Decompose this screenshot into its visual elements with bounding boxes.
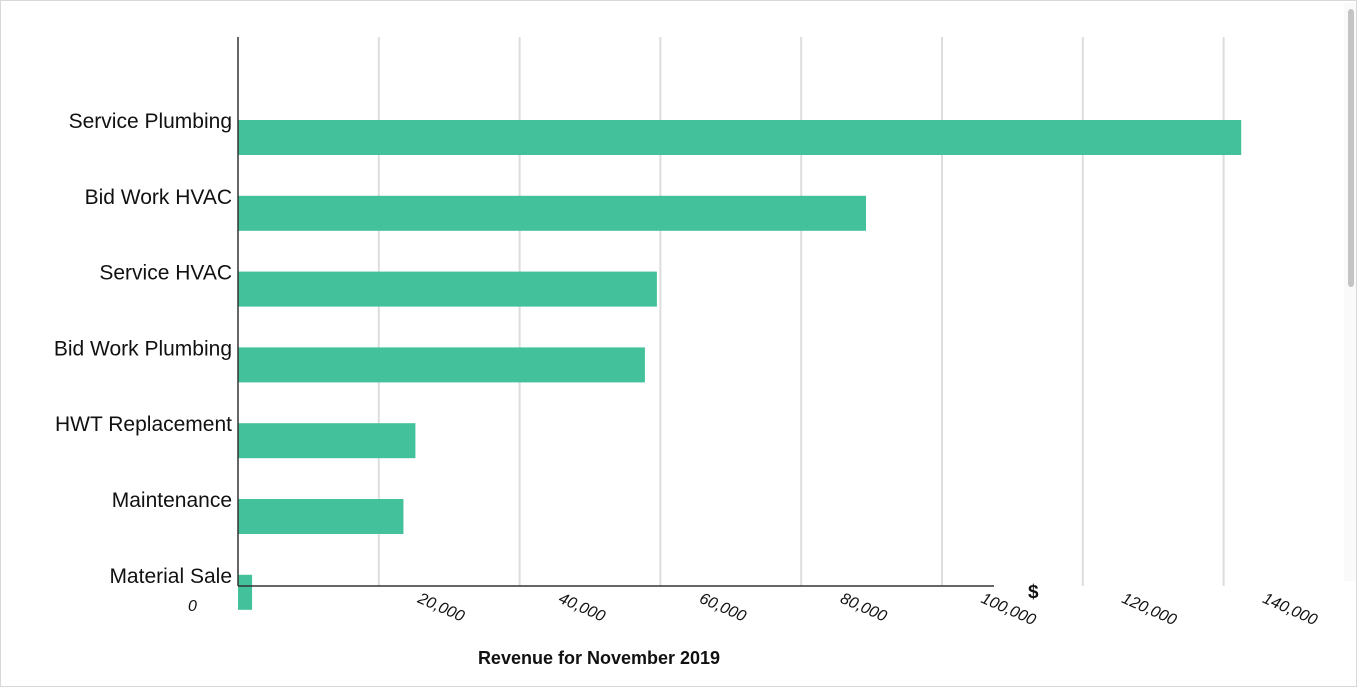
category-label: Bid Work HVAC — [85, 186, 232, 209]
category-label: Bid Work Plumbing — [54, 337, 232, 360]
scrollbar-thumb[interactable] — [1348, 9, 1354, 287]
category-label: Maintenance — [112, 489, 232, 512]
bar — [238, 195, 866, 231]
bar — [238, 574, 253, 610]
bar — [238, 423, 416, 459]
x-unit-label: $ — [1028, 582, 1039, 603]
axes — [237, 37, 994, 587]
bar — [238, 499, 404, 534]
x-tick-label: 120,000 — [1119, 590, 1179, 629]
bar — [238, 347, 645, 383]
bars — [238, 120, 1242, 610]
x-tick-label: 140,000 — [1260, 590, 1320, 629]
category-label: Service HVAC — [99, 262, 232, 285]
category-label: HWT Replacement — [55, 413, 232, 436]
category-labels: Service Plumbing Bid Work HVAC Service HVA… — [54, 110, 232, 588]
category-label: Service Plumbing — [69, 110, 232, 133]
gridlines — [377, 37, 1225, 586]
x-tick-label: 40,000 — [556, 590, 608, 625]
x-tick-labels: 0 20,000 40,000 60,000 80,000 100,000 120,000 1… — [188, 590, 1320, 630]
x-axis-title: Revenue for November 2019 — [478, 648, 720, 668]
category-label: Material Sale — [109, 565, 232, 588]
x-tick-label: 20,000 — [414, 590, 467, 626]
bar — [238, 120, 1242, 155]
x-tick-label: 0 — [188, 598, 197, 615]
bar — [238, 271, 657, 307]
x-tick-label: 80,000 — [838, 590, 890, 625]
x-tick-label: 60,000 — [697, 590, 749, 625]
